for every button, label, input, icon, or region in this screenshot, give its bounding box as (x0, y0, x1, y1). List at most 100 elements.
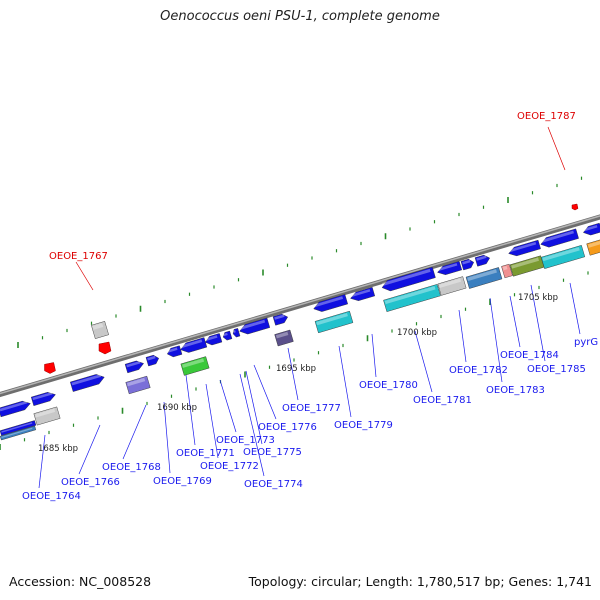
gene-shape (508, 239, 541, 257)
gene-feature (30, 392, 56, 406)
leader-line (530, 284, 546, 362)
gene-highlight (583, 224, 598, 232)
gene-label-oeoe-1783: OEOE_1783 (486, 385, 545, 396)
gene-feature (381, 266, 436, 292)
gene-feature (222, 330, 233, 341)
gene-highlight (147, 355, 156, 361)
gene-shape (30, 392, 56, 406)
gene-highlight (92, 323, 104, 330)
gene-highlight (437, 263, 458, 272)
gene-feature (509, 255, 545, 277)
scale-label-1705: 1705 kbp (518, 293, 558, 303)
gene-shape (540, 245, 586, 269)
leader-line (245, 370, 263, 445)
gene-highlight (0, 400, 28, 412)
rna-marker (98, 341, 112, 355)
gene-feature (70, 374, 105, 392)
rna-marker (44, 362, 56, 374)
accession-text: Accession: NC_008528 (9, 574, 152, 589)
gene-highlight (350, 289, 371, 298)
gene-highlight (462, 259, 471, 265)
gene-label-oeoe-1784: OEOE_1784 (500, 350, 559, 361)
gene-shape (437, 261, 463, 275)
gene-shape (180, 356, 210, 376)
gene-feature (501, 263, 513, 279)
gene-shape (125, 375, 151, 395)
leader-line (338, 345, 352, 418)
gene-shape (583, 222, 600, 236)
gene-shape (205, 333, 223, 346)
gene-feature (205, 333, 223, 346)
gene-highlight (313, 296, 344, 308)
gene-shape (350, 287, 376, 301)
gene-shape (33, 406, 61, 426)
gene-shape (0, 420, 37, 436)
gene-highlight (542, 247, 580, 262)
leader-line (38, 434, 46, 489)
gene-label-oeoe-1769: OEOE_1769 (153, 476, 212, 487)
gene-feature (313, 294, 348, 312)
gene-highlight (239, 319, 266, 330)
gene-feature (180, 356, 210, 376)
leader-line (122, 404, 147, 460)
gene-label-oeoe-1771: OEOE_1771 (176, 448, 235, 459)
leader-line (75, 261, 94, 291)
gene-highlight (274, 314, 285, 320)
gene-label-oeoe-1766: OEOE_1766 (61, 477, 120, 488)
gene-feature (239, 317, 271, 335)
gene-shape (0, 425, 37, 441)
gene-label-oeoe-1777: OEOE_1777 (282, 403, 341, 414)
gene-highlight (587, 240, 600, 248)
scale-label-1695: 1695 kbp (276, 364, 316, 374)
gene-feature (437, 276, 467, 296)
gene-label-oeoe-1775: OEOE_1775 (243, 447, 302, 458)
gene-feature (508, 239, 541, 257)
gene-shape (222, 330, 233, 341)
gene-highlight (381, 268, 431, 287)
gene-shape (381, 266, 436, 292)
gene-highlight (275, 331, 289, 339)
gene-feature (540, 245, 586, 269)
scale-labels: 1685 kbp 1690 kbp 1695 kbp 1700 kbp 1705… (38, 293, 558, 454)
gene-feature (540, 228, 579, 248)
gene-shape (272, 313, 288, 326)
leader-line (205, 383, 219, 459)
gene-feature (586, 238, 600, 256)
leader-line (509, 295, 521, 348)
gene-feature (465, 267, 503, 289)
gene-highlight (316, 312, 348, 326)
gene-shape (239, 317, 271, 335)
gene-feature (145, 354, 160, 367)
gene-highlight (439, 278, 462, 288)
gene-shape (314, 310, 354, 334)
gene-label-pyrg: pyrG (574, 337, 598, 348)
gene-shape (460, 258, 475, 271)
gene-highlight (126, 360, 141, 368)
gene-label-oeoe-1780: OEOE_1780 (359, 380, 418, 391)
gene-feature (0, 425, 37, 441)
gene-label-oeoe-1767: OEOE_1767 (49, 251, 108, 262)
scale-label-1700: 1700 kbp (397, 328, 437, 338)
gene-shape (383, 284, 441, 312)
gene-shape (274, 329, 294, 347)
gene-highlight (223, 332, 228, 337)
gene-feature (474, 254, 490, 267)
gene-label-oeoe-1782: OEOE_1782 (449, 365, 508, 376)
gene-label-oeoe-1781: OEOE_1781 (413, 395, 472, 406)
gene-highlight (1, 427, 33, 438)
gene-feature (583, 222, 600, 236)
gene-label-oeoe-1779: OEOE_1779 (334, 420, 393, 431)
genome-backbone (0, 214, 600, 398)
gene-shape (124, 360, 144, 374)
gene-highlight (182, 358, 205, 368)
gene-label-oeoe-1773: OEOE_1773 (216, 435, 275, 446)
gene-highlight (126, 377, 146, 387)
gene-shape (91, 321, 109, 339)
gene-shape (0, 400, 31, 418)
leader-line (239, 373, 265, 477)
gene-shape (501, 263, 513, 279)
gene-label-oeoe-1785: OEOE_1785 (527, 364, 586, 375)
leader-line (569, 282, 581, 335)
gene-shape (180, 337, 208, 353)
